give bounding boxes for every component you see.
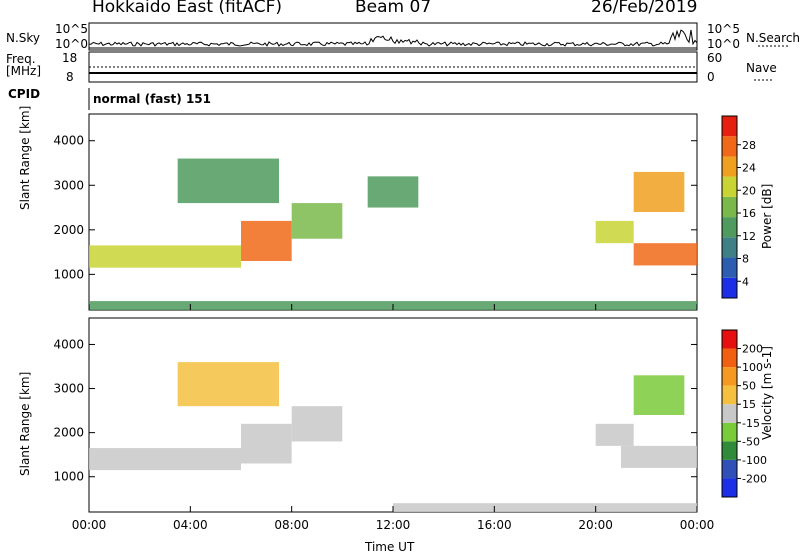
velocity-region-7	[393, 503, 697, 512]
nsearch-label: N.Search	[746, 31, 800, 45]
velocity-colorbar-segment-2	[722, 441, 737, 460]
power-panel-frame	[88, 113, 698, 311]
velocity-colorbar-segment-1	[722, 459, 737, 479]
xtick-label-1: 04:00	[173, 518, 208, 532]
power-region-2	[291, 203, 343, 239]
power-colorbar-segment-3	[722, 217, 737, 238]
power-colorbar-tick-label-0: 4	[742, 275, 749, 288]
xtick-label-2: 08:00	[274, 518, 309, 532]
power-colorbar-segment-8	[722, 116, 737, 137]
power-colorbar-segment-7	[722, 136, 737, 157]
power-region-7	[633, 171, 685, 212]
velocity-region-1	[241, 423, 292, 464]
power-colorbar-tick-label-3: 16	[742, 207, 756, 220]
power-region-0	[89, 245, 241, 268]
velocity-colorbar-tick-label-7: -200	[742, 472, 767, 485]
power-colorbar-tick-label-1: 8	[742, 253, 749, 266]
time-xlabel: Time UT	[365, 540, 415, 554]
nave-tick-top: 60	[707, 51, 723, 65]
power-colorbar-segment-1	[722, 257, 737, 278]
velocity-colorbar-tick-label-0: 200	[742, 343, 763, 356]
nsky-trace	[88, 29, 698, 47]
velocity-ytick-label-3: 4000	[53, 337, 84, 351]
power-colorbar-segment-4	[722, 196, 737, 218]
nsky-label: N.Sky	[6, 31, 41, 45]
power-colorbar-frame	[721, 115, 738, 299]
velocity-region-4	[621, 445, 697, 468]
nave-label: Nave	[746, 61, 777, 75]
power-region-1	[241, 220, 292, 261]
freq-tick-bottom: 8	[66, 70, 74, 84]
velocity-region-5	[595, 423, 634, 446]
cpid-label: CPID	[8, 87, 41, 101]
velocity-region-2	[291, 406, 343, 442]
velocity-ytick-label-1: 2000	[53, 426, 84, 440]
velocity-colorbar-segment-4	[722, 404, 737, 423]
velocity-region-3	[177, 362, 279, 407]
velocity-region-6	[633, 375, 685, 415]
velocity-colorbar-segment-8	[722, 330, 737, 349]
beam-title: Beam 07	[355, 0, 432, 17]
velocity-panel-frame	[88, 317, 698, 513]
velocity-colorbar-tick-label-1: 100	[742, 361, 763, 374]
power-colorbar-segment-5	[722, 176, 737, 197]
freq-tick-top: 18	[62, 51, 78, 65]
power-region-5	[595, 220, 634, 244]
noise-panel-frame	[88, 22, 698, 51]
power-ytick-label-3: 4000	[53, 134, 84, 148]
velocity-ytick-label-2: 3000	[53, 382, 84, 396]
nsearch-tick-bottom: 10^0	[707, 37, 740, 51]
power-colorbar-segment-0	[722, 277, 737, 298]
power-region-4	[367, 176, 419, 208]
power-colorbar-segment-2	[722, 237, 737, 258]
nsky-tick-bottom: 10^0	[55, 37, 88, 51]
xtick-label-0: 00:00	[72, 518, 107, 532]
cpid-mode: normal (fast) 151	[93, 92, 211, 106]
power-region-6	[633, 243, 697, 266]
velocity-colorbar-segment-0	[722, 478, 737, 497]
xtick-label-6: 00:00	[680, 518, 715, 532]
velocity-region-0	[89, 448, 241, 471]
power-colorbar-tick-label-4: 20	[742, 184, 756, 197]
freq-label: Freq.	[6, 52, 36, 66]
station-title: Hokkaido East (fitACF)	[92, 0, 283, 17]
velocity-ytick-label-0: 1000	[53, 470, 84, 484]
power-ytick-label-1: 2000	[53, 223, 84, 237]
power-colorbar-segment-6	[722, 156, 737, 177]
velocity-colorbar-tick-label-6: -100	[742, 454, 767, 467]
velocity-colorbar-segment-6	[722, 367, 737, 386]
xtick-label-5: 20:00	[578, 518, 613, 532]
power-ytick-label-2: 3000	[53, 178, 84, 192]
date-title: 26/Feb/2019	[591, 0, 698, 17]
velocity-colorbar-tick-label-3: 15	[742, 398, 756, 411]
velocity-colorbar-segment-7	[722, 348, 737, 368]
power-colorbar-tick-label-5: 24	[742, 162, 756, 175]
power-colorbar-tick-label-6: 28	[742, 139, 756, 152]
velocity-colorbar-tick-label-4: -15	[742, 417, 760, 430]
velocity-colorbar-segment-3	[722, 422, 737, 442]
xtick-label-3: 12:00	[376, 518, 411, 532]
velocity-colorbar-tick-label-2: 50	[742, 380, 756, 393]
power-colorbar-tick-label-2: 12	[742, 230, 756, 243]
velocity-colorbar-frame	[721, 329, 738, 498]
power-ytick-label-0: 1000	[53, 267, 84, 281]
velocity-colorbar-segment-5	[722, 385, 737, 405]
nsearch-tick-top: 10^5	[707, 22, 740, 36]
freq-unit-label: [MHz]	[6, 64, 42, 78]
power-region-3	[177, 158, 279, 204]
velocity-colorbar-tick-label-5: -50	[742, 435, 760, 448]
nsky-tick-top: 10^5	[55, 22, 88, 36]
nave-tick-bottom: 0	[707, 70, 715, 84]
xtick-label-4: 16:00	[477, 518, 512, 532]
